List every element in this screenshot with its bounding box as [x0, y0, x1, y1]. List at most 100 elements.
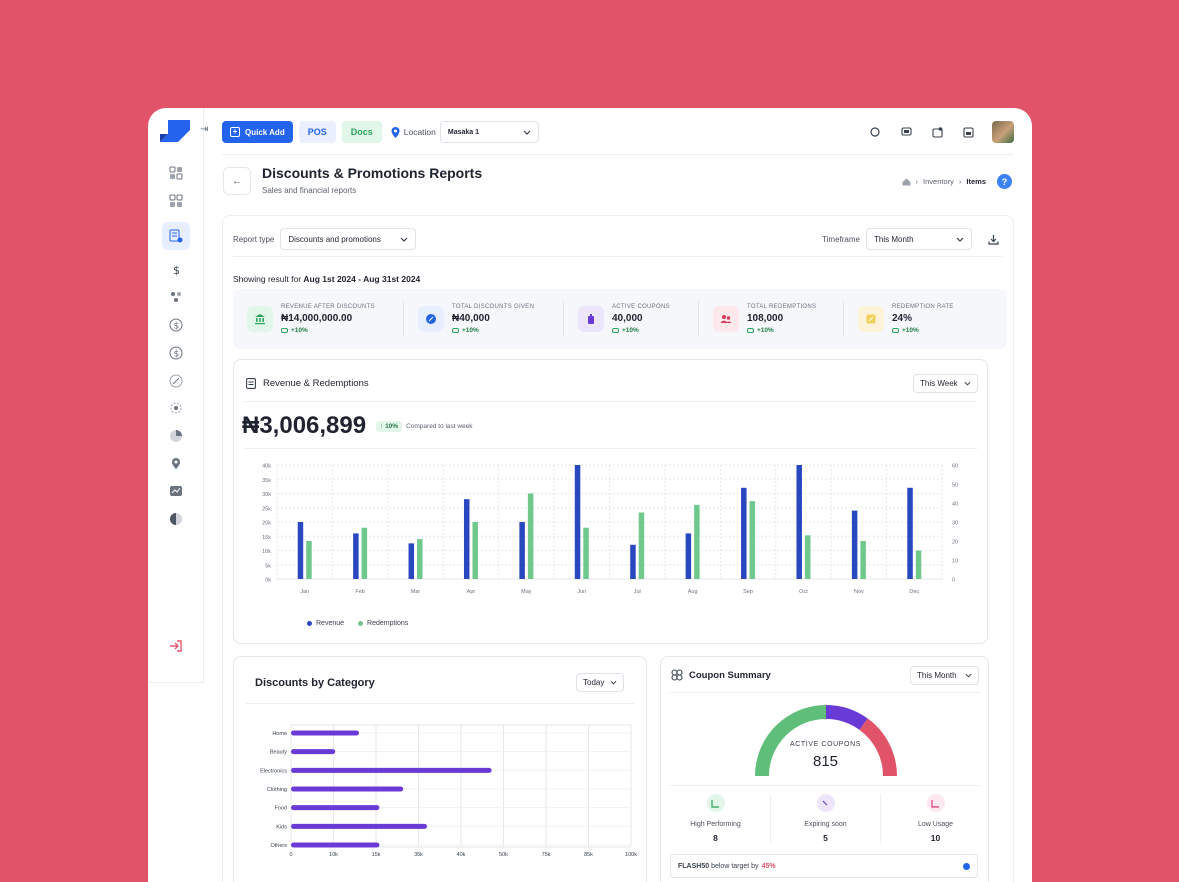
timeframe-select[interactable]: This Month [866, 228, 972, 250]
home-icon[interactable] [902, 178, 911, 186]
messages-icon[interactable] [899, 125, 913, 139]
revenue-bar [796, 465, 802, 579]
notifications-icon[interactable] [930, 125, 944, 139]
revenue-bar [297, 522, 304, 579]
payments-icon[interactable]: $ [167, 261, 185, 279]
discount-icon [418, 306, 444, 332]
location-settings-icon[interactable] [167, 455, 185, 473]
theme-icon[interactable] [167, 510, 185, 528]
coupon-alert-text: below target by [711, 862, 759, 870]
y-tick-label-right: 0 [952, 578, 955, 584]
gauge-segment-green [755, 705, 827, 777]
back-button[interactable]: ← [223, 167, 251, 195]
logout-icon[interactable] [167, 637, 185, 655]
breadcrumb-items: Items [966, 177, 986, 186]
y-tick-label-right: 60 [952, 464, 958, 470]
category-bar [291, 805, 380, 811]
coupon-card-title-text: Coupon Summary [689, 669, 771, 681]
dashboard-icon[interactable] [167, 164, 185, 182]
statistics-icon[interactable] [167, 482, 185, 500]
y-tick-label-right: 30 [952, 521, 958, 527]
revenue-period-select[interactable]: This Week [913, 374, 978, 393]
chevron-down-icon [523, 130, 531, 135]
category-bar-chart: 0 10k 15k 35k 40k 50k 75k 85k 100k Home Beauty Elec… [260, 724, 637, 858]
kpi-label: REVENUE AFTER DISCOUNTS [281, 304, 375, 310]
settings-icon[interactable] [167, 399, 185, 417]
users-icon [713, 306, 739, 332]
integrations-icon[interactable] [167, 288, 185, 306]
search-icon[interactable] [868, 125, 882, 139]
coupon-code: FLASH50 [678, 862, 710, 870]
location-select[interactable]: Masaka 1 [439, 121, 539, 143]
trend-icon [747, 328, 754, 333]
redemptions-bar [915, 550, 922, 579]
brand-logo [160, 120, 190, 142]
legend-redemptions: Redemptions [358, 620, 408, 627]
redemptions-bar [804, 535, 811, 579]
report-type-filter: Report type Discounts and promotions [233, 228, 417, 250]
stat-label: Expiring soon [804, 821, 847, 828]
trend-icon [892, 328, 899, 333]
pos-button[interactable]: POS [298, 121, 336, 143]
y-tick-label-left: 15k [262, 535, 271, 541]
gauge-value: 815 [812, 753, 839, 770]
redemptions-bar [694, 504, 700, 579]
y-tick-label-right: 10 [952, 559, 958, 565]
revenue-bar [851, 510, 858, 579]
revenue-bar [353, 533, 359, 579]
legend-redemptions-label: Redemptions [367, 620, 409, 627]
finance-icon[interactable]: $ [167, 316, 185, 334]
category-bar [291, 786, 404, 792]
redemptions-bar [860, 541, 866, 579]
revenue-compare-text: Compared to last week [406, 423, 473, 430]
trend-down-icon [926, 794, 945, 812]
quick-add-label: Quick Add [245, 127, 285, 137]
revenue-change-value: 10% [385, 423, 399, 430]
reports-icon[interactable] [162, 222, 190, 250]
apps-icon[interactable] [167, 192, 185, 210]
category-period-select[interactable]: Today [576, 673, 624, 692]
coupon-summary-card: Coupon Summary This Month ACTIVE COUPONS… [660, 656, 989, 882]
help-icon[interactable]: ? [997, 174, 1012, 189]
analytics-icon[interactable] [167, 427, 185, 445]
collapse-sidebar-icon[interactable]: ⇥ [200, 124, 209, 135]
quick-add-button[interactable]: + Quick Add [222, 121, 293, 143]
category-bar [291, 767, 492, 773]
info-icon[interactable] [963, 862, 970, 870]
plus-icon: + [230, 127, 240, 137]
x-tick-label: 50k [499, 852, 508, 858]
category-period-value: Today [583, 678, 605, 687]
kpi-value: ₦14,000,000.00 [281, 313, 353, 324]
y-tick-label: Beauty [270, 750, 287, 756]
coupon-alert[interactable]: FLASH50 below target by 45% [670, 854, 978, 878]
y-tick-label-left: 20k [262, 521, 271, 527]
x-tick-label: 100k [625, 852, 637, 858]
report-panel: Report type Discounts and promotions Tim… [222, 215, 1014, 882]
stat-value: 10 [930, 833, 941, 843]
top-bar: + Quick Add POS Docs Location Masaka 1 [222, 120, 1014, 144]
coupon-icon [578, 306, 604, 332]
clock-icon [816, 794, 835, 812]
download-icon[interactable] [988, 234, 999, 245]
store-icon[interactable] [961, 125, 975, 139]
report-type-select[interactable]: Discounts and promotions [280, 228, 417, 250]
breadcrumb-inventory[interactable]: Inventory [923, 177, 954, 186]
avatar[interactable] [992, 121, 1014, 143]
coupon-card-title: Coupon Summary [671, 669, 771, 681]
coupon-period-select[interactable]: This Month [910, 666, 979, 685]
legend-revenue: Revenue [307, 620, 344, 627]
category-bar [291, 749, 336, 755]
x-tick-label: 10k [329, 852, 338, 858]
showing-range: Aug 1st 2024 - Aug 31st 2024 [303, 274, 421, 284]
x-tick-label: Mar [411, 589, 421, 595]
coupon-period-value: This Month [917, 671, 957, 680]
kpi-revenue-after-discounts: REVENUE AFTER DISCOUNTS ₦14,000,000.00 +… [233, 301, 403, 337]
showing-prefix: Showing result for [233, 274, 302, 284]
docs-button[interactable]: Docs [341, 121, 382, 143]
billing-icon[interactable]: $ [167, 344, 185, 362]
coupon-alert-pct: 45% [761, 862, 776, 870]
kpi-label: TOTAL DISCOUNTS GIVEN [452, 304, 535, 310]
sidebar: ⇥ $ $ $ [148, 108, 208, 683]
discounts-icon[interactable] [167, 372, 185, 390]
kpi-change-value: +10% [902, 327, 919, 334]
